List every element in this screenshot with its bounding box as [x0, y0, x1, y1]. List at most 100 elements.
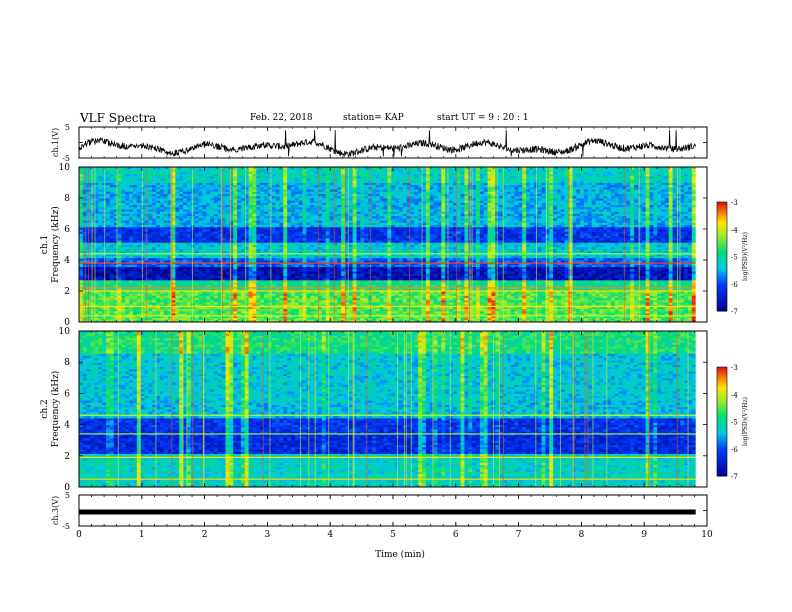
spectrogram-cell: [79, 306, 84, 310]
spectrogram-cell: [264, 308, 269, 312]
spectrogram-cell: [630, 313, 635, 316]
spectrogram-cell: [156, 260, 161, 263]
spectrogram-cell: [98, 313, 103, 316]
spectrogram-cell: [607, 264, 612, 268]
spectrogram-cell: [206, 277, 211, 281]
spectrogram-cell: [472, 302, 477, 305]
spectrogram-cell: [668, 317, 673, 321]
spectrogram-cell: [545, 310, 550, 314]
y-axis-label: ch.1(V): [51, 128, 60, 157]
spectrogram-cell: [387, 288, 392, 292]
spectrogram-cell: [90, 257, 95, 261]
spectrogram-cell: [94, 304, 99, 307]
spectrogram-cell: [156, 271, 161, 274]
spectrogram-cell: [668, 293, 673, 296]
spectrogram-cell: [425, 306, 431, 310]
spectrogram-cell: [687, 308, 693, 312]
spectrogram-cell: [233, 304, 238, 307]
spectrogram-cell: [294, 299, 300, 303]
spectrogram-cell: [371, 299, 377, 303]
spectrogram-cell: [514, 273, 519, 276]
spectrogram-cell: [414, 277, 419, 281]
spectrogram-cell: [529, 288, 535, 292]
spectrogram-cell: [510, 255, 515, 259]
spectrogram-cell: [564, 304, 569, 307]
spectrogram-cell: [391, 308, 396, 312]
spectrogram-cell: [159, 253, 165, 256]
spectrogram-cell: [140, 257, 145, 261]
spectrogram-cell: [664, 288, 670, 292]
spectrogram-cell: [310, 317, 315, 321]
spectrogram-cell: [213, 255, 219, 259]
spectrogram-cell: [564, 302, 569, 305]
spectrogram-cell: [418, 308, 423, 312]
spectrogram-cell: [264, 315, 269, 318]
spectrogram-cell: [314, 257, 319, 261]
spectrogram-cell: [560, 310, 566, 314]
spectrogram-cell: [483, 255, 488, 259]
spectrogram-cell: [645, 313, 650, 316]
spectrogram-cell: [437, 317, 442, 321]
spectrogram-cell: [553, 273, 558, 276]
spectrogram-cell: [661, 284, 666, 287]
spectrogram-cell: [171, 315, 176, 318]
spectrogram-cell: [287, 315, 292, 318]
spectrogram-cell: [657, 268, 662, 272]
spectrogram-cell: [441, 306, 446, 310]
spectrogram-cell: [237, 304, 242, 307]
spectrogram-cell: [329, 288, 334, 292]
spectrogram-cell: [121, 299, 126, 303]
spectrogram-cell: [607, 255, 612, 259]
spectrogram-cell: [510, 302, 515, 305]
spectrogram-cell: [583, 277, 589, 281]
spectrogram-cell: [437, 277, 442, 281]
spectrogram-cell: [464, 317, 469, 321]
spectrogram-cell: [429, 308, 434, 312]
spectrogram-cell: [290, 308, 296, 312]
spectrogram-cell: [676, 260, 681, 263]
spectrogram-cell: [206, 266, 211, 270]
spectrogram-cell: [225, 317, 230, 321]
spectrogram-cell: [248, 288, 253, 292]
spectrogram-cell: [314, 279, 319, 283]
spectrogram-cell: [121, 268, 126, 272]
spectrogram-cell: [132, 315, 138, 318]
spectrogram-cell: [256, 319, 261, 323]
spectrogram-cell: [591, 310, 596, 314]
spectrogram-cell: [668, 310, 673, 314]
spectrogram-cell: [213, 266, 219, 270]
spectrogram-cell: [630, 266, 635, 270]
spectrogram-cell: [668, 306, 673, 310]
spectrogram-cell: [102, 260, 107, 263]
spectrogram-cell: [572, 257, 577, 261]
spectrogram-cell: [618, 306, 623, 310]
spectrogram-cell: [260, 255, 265, 259]
spectrogram-cell: [499, 277, 504, 281]
spectrogram-cell: [406, 279, 411, 283]
spectrogram-cell: [364, 255, 369, 259]
spectrogram-cell: [314, 264, 319, 268]
spectrogram-cell: [140, 273, 145, 276]
spectrogram-cell: [398, 306, 404, 310]
spectrogram-cell: [414, 266, 419, 270]
spectrogram-cell: [94, 260, 99, 263]
spectrogram-cell: [317, 277, 323, 281]
spectrogram-cell: [287, 268, 292, 272]
spectrogram-cell: [657, 304, 662, 307]
spectrogram-cell: [425, 268, 431, 272]
spectrogram-cell: [691, 271, 697, 274]
spectrogram-cell: [121, 302, 126, 305]
spectrogram-cell: [283, 279, 288, 283]
spectrogram-cell: [360, 255, 365, 259]
spectrogram-cell: [171, 255, 176, 259]
spectrogram-cell: [483, 317, 488, 321]
spectrogram-cell: [260, 257, 265, 261]
spectrogram-cell: [271, 268, 276, 272]
spectrogram-cell: [529, 273, 535, 276]
spectrogram-cell: [583, 293, 589, 296]
spectrogram-cell: [221, 310, 226, 314]
spectrogram-cell: [599, 297, 604, 301]
spectrogram-cell: [159, 288, 165, 292]
spectrogram-cell: [360, 273, 365, 276]
spectrogram-cell: [136, 257, 142, 261]
